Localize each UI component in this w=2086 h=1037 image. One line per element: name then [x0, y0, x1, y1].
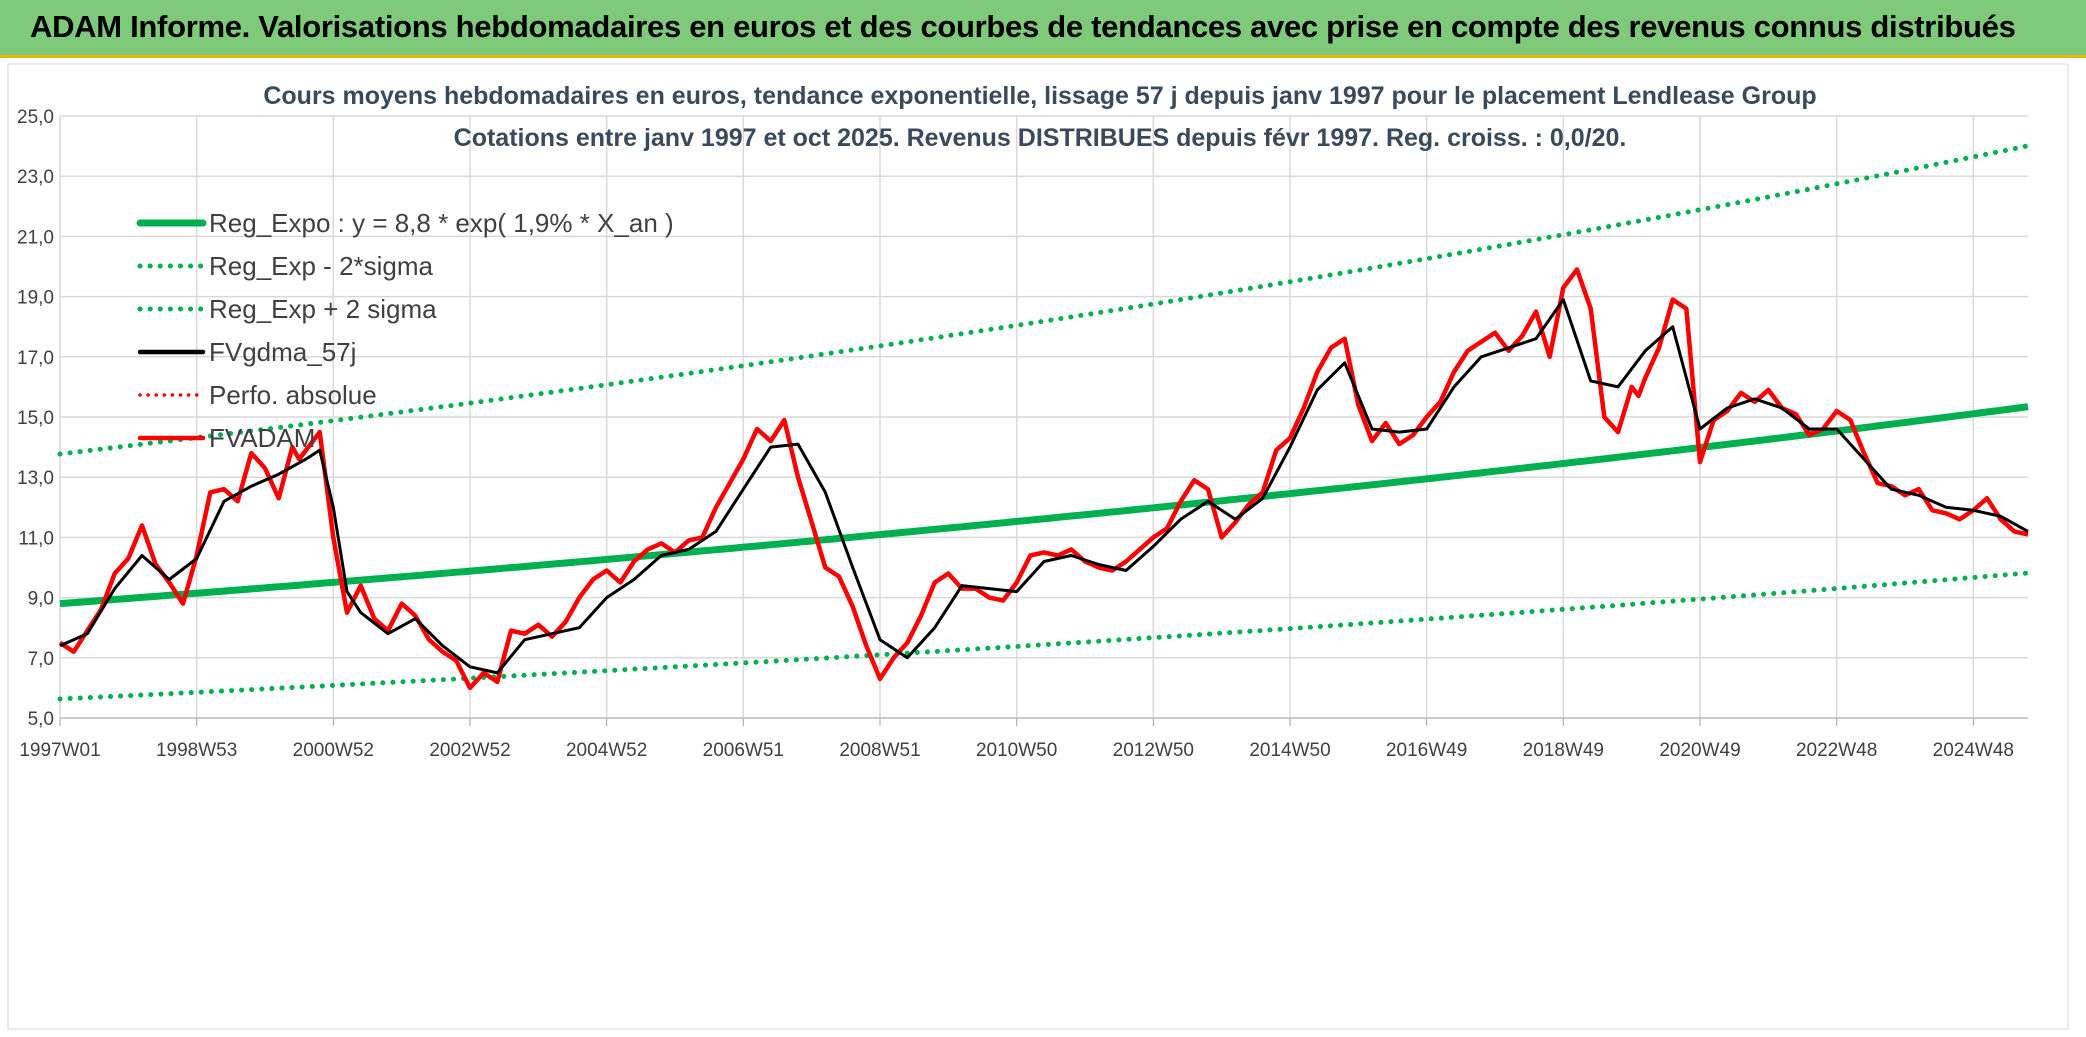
x-tick-label: 2010W50 — [976, 740, 1057, 761]
y-tick-label: 15,0 — [17, 408, 54, 429]
x-tick-label: 1997W01 — [19, 740, 100, 761]
x-tick-label: 2022W48 — [1796, 740, 1877, 761]
legend-label: Reg_Exp - 2*sigma — [209, 251, 434, 281]
x-tick-label: 2016W49 — [1386, 740, 1467, 761]
y-tick-label: 21,0 — [17, 227, 54, 248]
y-tick-label: 17,0 — [17, 348, 54, 369]
chart-frame: 5,0 7,0 9,0 11,0 13,0 15,0 17,0 19,0 21,0 23,0 25,… — [0, 58, 2086, 1037]
x-tick-label: 2020W49 — [1659, 740, 1740, 761]
y-tick-label: 13,0 — [17, 468, 54, 489]
x-tick-label: 2004W52 — [566, 740, 647, 761]
y-tick-label: 9,0 — [28, 589, 54, 610]
series-lines — [57, 143, 2031, 702]
chart-area — [7, 63, 2069, 1030]
x-tick-label: 2002W52 — [429, 740, 510, 761]
line-chart: 5,0 7,0 9,0 11,0 13,0 15,0 17,0 19,0 21,0 23,0 25,… — [7, 63, 2069, 1030]
y-tick-label: 25,0 — [17, 107, 54, 128]
x-tick-label: 2018W49 — [1523, 740, 1604, 761]
x-tick-label: 2012W50 — [1113, 740, 1194, 761]
y-tick-label: 7,0 — [28, 649, 54, 670]
legend: Reg_Expo : y = 8,8 * exp( 1,9% * X_an ) R… — [136, 208, 674, 453]
legend-label: FVADAM — [209, 423, 315, 453]
x-tick-label: 2008W51 — [839, 740, 920, 761]
x-tick-label: 2006W51 — [703, 740, 784, 761]
legend-label: Reg_Expo : y = 8,8 * exp( 1,9% * X_an ) — [209, 208, 674, 238]
gridlines — [59, 115, 2028, 726]
y-tick-label: 23,0 — [17, 167, 54, 188]
legend-label: FVgdma_57j — [209, 337, 356, 367]
y-tick-label: 19,0 — [17, 288, 54, 309]
page-title: ADAM Informe. Valorisations hebdomadaire… — [30, 9, 2016, 44]
x-tick-label: 2024W48 — [1933, 740, 2014, 761]
axis-ticks: 5,0 7,0 9,0 11,0 13,0 15,0 17,0 19,0 21,0 23,0 25,… — [17, 107, 2014, 761]
reg-high-line — [57, 143, 2031, 457]
legend-label: Reg_Exp + 2 sigma — [209, 294, 437, 324]
y-tick-label: 5,0 — [28, 709, 54, 730]
legend-label: Perfo. absolue — [209, 380, 377, 410]
chart-title: Cours moyens hebdomadaires en euros, ten… — [263, 82, 1816, 110]
x-tick-label: 1998W53 — [156, 740, 237, 761]
fvgdma-line — [59, 298, 2029, 675]
y-tick-label: 11,0 — [18, 528, 54, 549]
header-banner: ADAM Informe. Valorisations hebdomadaire… — [0, 0, 2086, 58]
x-tick-label: 2014W50 — [1249, 740, 1330, 761]
x-tick-label: 2000W52 — [293, 740, 374, 761]
chart-subtitle: Cotations entre janv 1997 et oct 2025. R… — [454, 124, 1627, 152]
